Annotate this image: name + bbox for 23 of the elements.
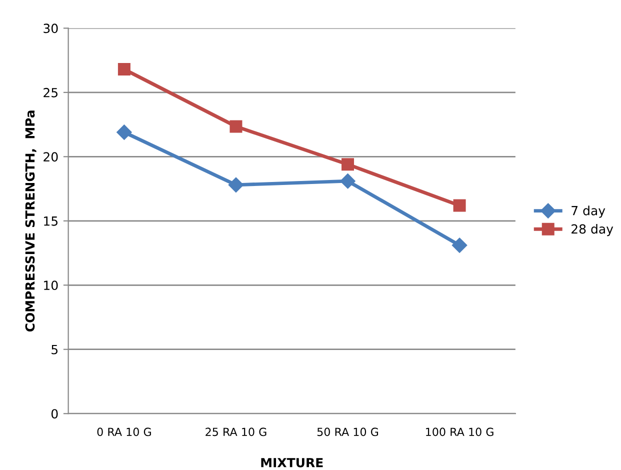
- legend-label: 7 day: [572, 206, 606, 218]
- point: [340, 174, 356, 189]
- x-tick-label: 50 RA 10 G: [317, 428, 378, 436]
- x-tick-label: 25 RA 10 G: [206, 428, 266, 436]
- point: [452, 238, 468, 253]
- point: [342, 158, 354, 171]
- x-axis-title: MIXTURE: [261, 458, 323, 468]
- y-tick-label: 30: [44, 24, 58, 34]
- y-tick-label: 15: [44, 216, 58, 226]
- point: [118, 63, 130, 76]
- x-tick-label: 0 RA 10 G: [97, 428, 151, 436]
- y-axis-title: COMPRESSIVE STRENGTH, MPa: [25, 110, 36, 332]
- y-tick-label: 25: [44, 88, 58, 98]
- point: [116, 124, 132, 140]
- y-tick-label: 0: [51, 409, 58, 419]
- point: [230, 120, 242, 133]
- y-tick-label: 20: [44, 152, 58, 162]
- y-tick-label: 10: [44, 280, 58, 290]
- legend-label: 28 day: [572, 224, 614, 236]
- point: [453, 199, 466, 212]
- point: [228, 177, 244, 192]
- y-tick-label: 5: [52, 345, 58, 354]
- x-tick-label: 100 RA 10 G: [426, 428, 494, 436]
